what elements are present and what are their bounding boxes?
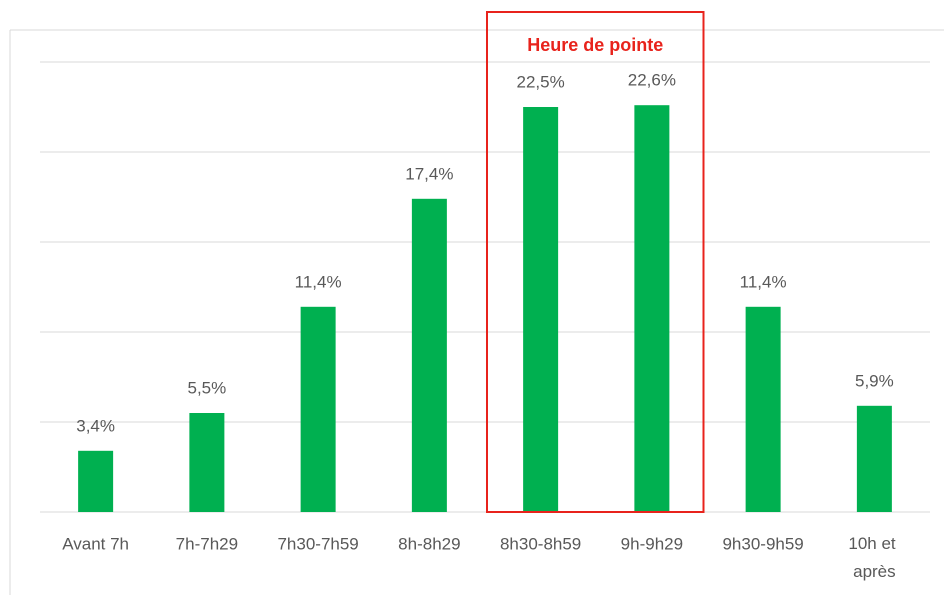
bar [745,306,781,512]
data-label: 3,4% [76,416,115,435]
x-tick-label-line: après [853,562,896,581]
bar [78,450,114,512]
data-label: 11,4% [740,272,787,291]
highlight-box [486,11,705,513]
x-tick-label: 9h30-9h59 [722,534,803,553]
x-tick-label: 8h30-8h59 [500,534,581,553]
x-tick-label: 8h-8h29 [398,534,460,553]
bar [523,107,559,512]
data-label: 11,4% [295,272,342,291]
annotation: Heure de pointe [527,35,663,55]
data-label: 5,5% [188,378,227,397]
bar [634,105,670,512]
bar [411,198,447,513]
data-label: 5,9% [855,371,894,390]
x-tick-label: Avant 7h [62,534,129,553]
bar [189,413,225,512]
x-tick-label-line: 10h et [848,534,900,553]
data-label: 22,6% [628,71,676,90]
bar [856,405,892,512]
x-tick-label: 7h30-7h59 [277,534,358,553]
bar [300,306,336,512]
data-label: 22,5% [517,72,565,91]
data-label: 17,4% [405,164,453,183]
x-tick-label: 9h-9h29 [621,534,683,553]
x-tick-label: 10h et après [848,534,900,581]
x-tick-label: 7h-7h29 [176,534,238,553]
